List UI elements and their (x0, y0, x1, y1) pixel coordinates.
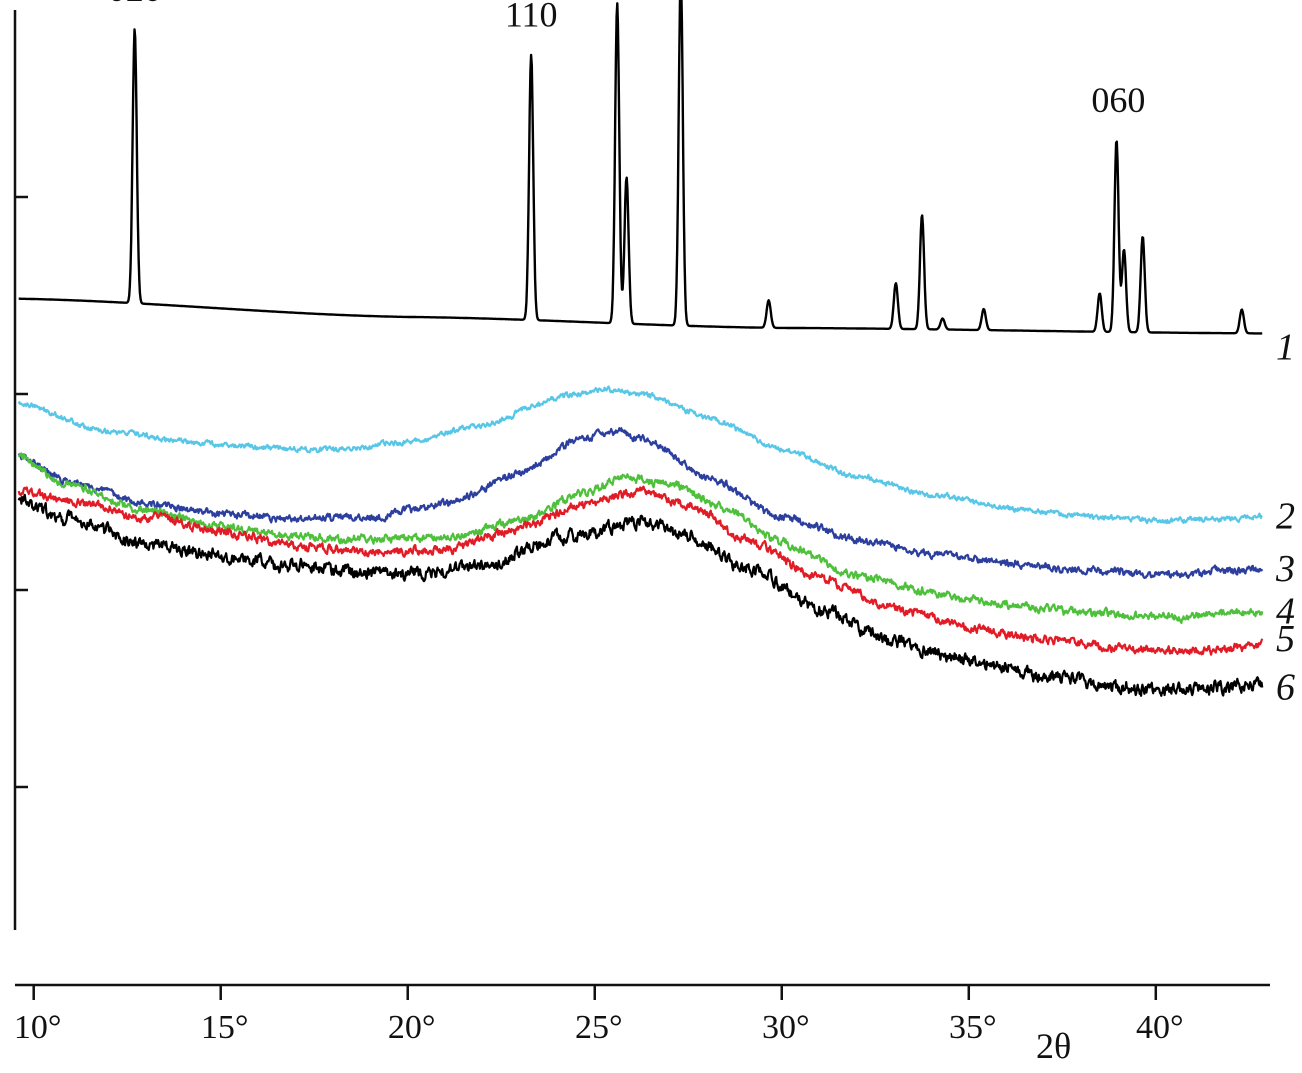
x-tick-label: 25° (575, 1009, 623, 1046)
series-labels: 1 2 345 6 (1275, 326, 1295, 708)
series-label-6: 6 (1276, 667, 1295, 709)
series-line-1 (18, 0, 1263, 335)
peak-label: 110 (505, 0, 558, 35)
x-tick-label: 40° (1136, 1009, 1184, 1046)
x-tick-label: 15° (201, 1009, 249, 1046)
axes: 10° 15° 20° 25° 30° 35° 40° (13, 10, 1270, 1046)
x-tick-label: 10° (14, 1009, 62, 1046)
peak-label: 020 (108, 0, 162, 9)
x-tick-label: 30° (762, 1009, 810, 1046)
series-line-4 (17, 452, 1264, 624)
series-lines (17, 0, 1264, 697)
x-tick-label: 35° (949, 1009, 997, 1046)
series-line-2 (17, 385, 1263, 525)
peak-label: 060 (1091, 80, 1145, 120)
series-label-5: 5 (1276, 618, 1295, 660)
series-line-6 (17, 493, 1264, 697)
series-line-3 (17, 427, 1264, 579)
series-label-1: 1 (1276, 326, 1295, 368)
x-axis-label: 2θ (1036, 1026, 1071, 1066)
series-label-4: 4 (1276, 590, 1295, 632)
series-line-5 (17, 485, 1264, 656)
peak-labels: 020110040021060 (108, 0, 1146, 120)
x-ticks: 10° 15° 20° 25° 30° 35° 40° (14, 985, 1184, 1046)
x-tick-label: 20° (388, 1009, 436, 1046)
series-label-3: 3 (1275, 548, 1295, 590)
series-label-2: 2 (1276, 495, 1295, 537)
